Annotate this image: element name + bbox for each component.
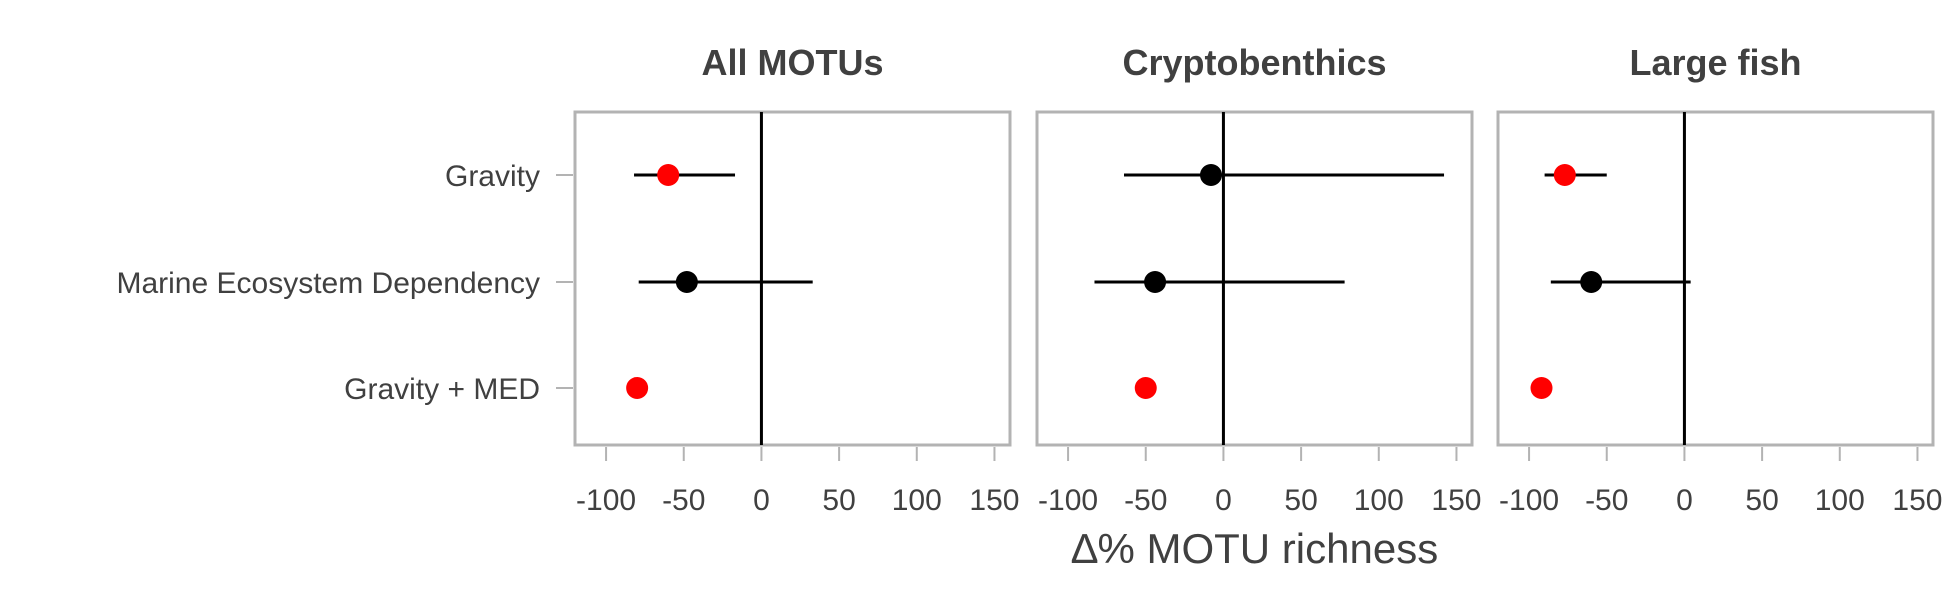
x-tick-label: -100: [1038, 484, 1098, 517]
x-tick-label: -50: [1585, 484, 1628, 517]
category-label: Gravity + MED: [344, 373, 540, 406]
panel-title: Large fish: [1629, 42, 1801, 83]
panel-frame: [573, 110, 1012, 447]
x-tick-label: -50: [1124, 484, 1167, 517]
estimate-point: [1553, 164, 1576, 186]
category-label: Gravity: [445, 160, 540, 193]
panel: Large fish -100 -50 0 50 100 150: [1496, 42, 1942, 517]
estimate-point: [1144, 271, 1167, 293]
x-tick-label: 150: [1892, 484, 1942, 517]
panel-title: Cryptobenthics: [1122, 42, 1386, 83]
x-tick-label: 0: [1676, 484, 1693, 517]
panel-frame: [1035, 110, 1474, 447]
x-tick-label: 100: [892, 484, 942, 517]
x-tick-label: 100: [1815, 484, 1865, 517]
panel: Cryptobenthics -100 -50 0 50 100 150: [1035, 42, 1481, 517]
panel: All MOTUs -100 -50 0 50 100 150: [573, 42, 1019, 517]
panel-frame: [1496, 110, 1935, 447]
x-tick-label: -50: [662, 484, 705, 517]
panel-title: All MOTUs: [701, 42, 883, 83]
estimate-point: [675, 271, 698, 293]
x-tick-label: 150: [969, 484, 1019, 517]
estimate-point: [1134, 377, 1157, 399]
x-tick-label: 150: [1431, 484, 1481, 517]
estimate-point: [1580, 271, 1603, 293]
estimate-point: [626, 377, 649, 399]
estimate-point: [1200, 164, 1222, 186]
estimate-point: [1530, 377, 1553, 399]
x-tick-label: 0: [1215, 484, 1232, 517]
panels: All MOTUs -100 -50 0 50 100 150 Cryptobenthics -…: [573, 42, 1942, 517]
category-label: Marine Ecosystem Dependency: [116, 267, 540, 300]
category-labels: Gravity Marine Ecosystem Dependency Gravit…: [116, 160, 573, 406]
x-tick-label: -100: [576, 484, 636, 517]
x-tick-label: 100: [1354, 484, 1404, 517]
x-tick-label: 0: [753, 484, 770, 517]
x-tick-label: 50: [1745, 484, 1778, 517]
x-tick-label: -100: [1499, 484, 1559, 517]
estimate-point: [657, 164, 680, 186]
x-axis-title: ∆% MOTU richness: [1072, 525, 1438, 572]
x-tick-label: 50: [822, 484, 855, 517]
x-tick-label: 50: [1284, 484, 1317, 517]
